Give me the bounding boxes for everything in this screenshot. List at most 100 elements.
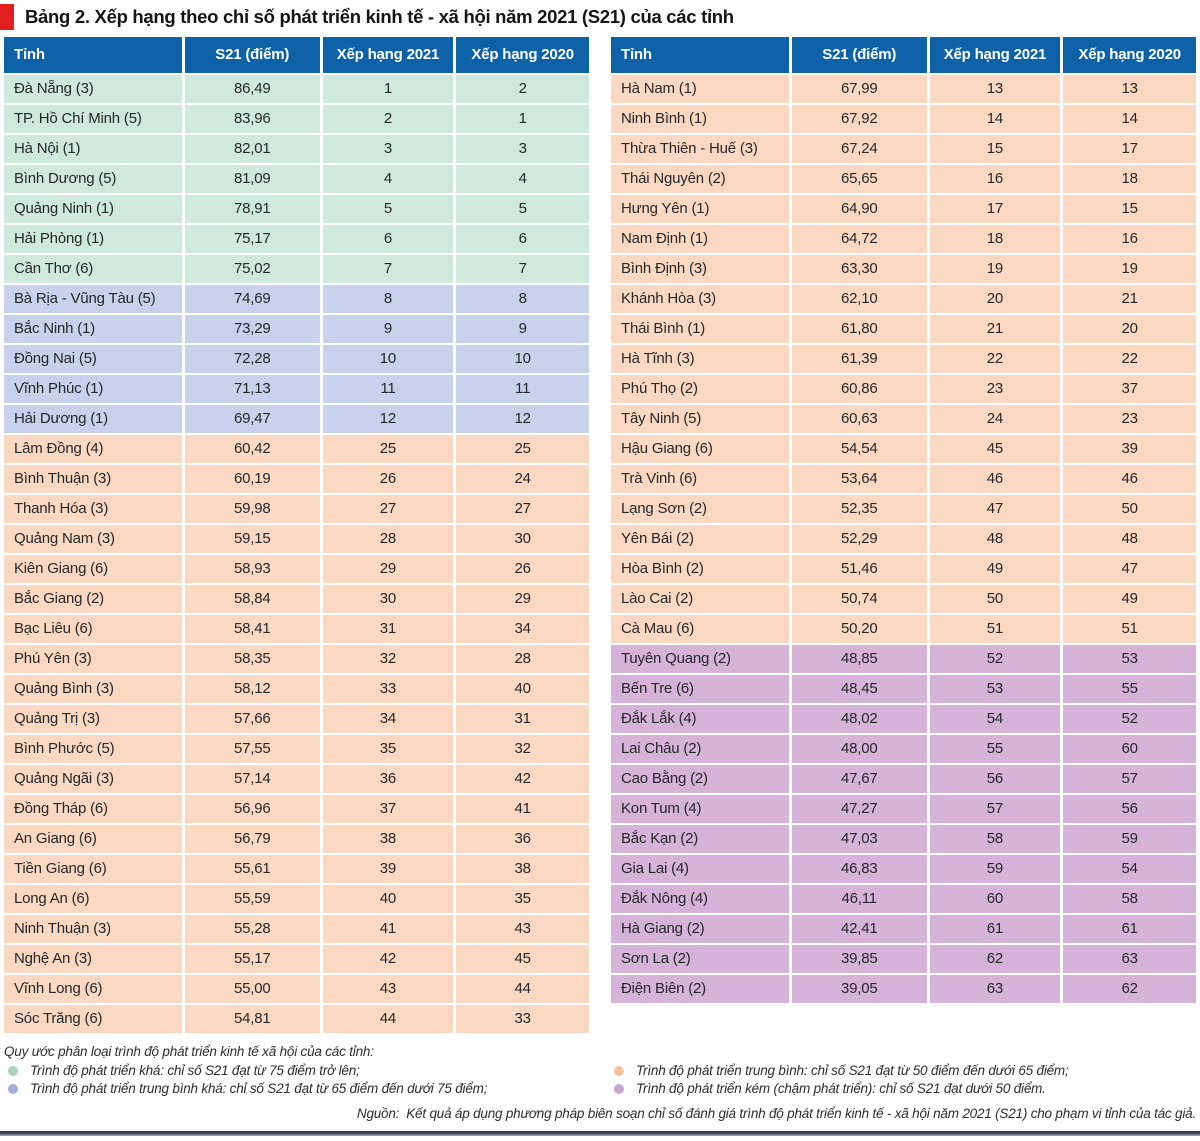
legend: Quy ước phân loại trình độ phát triển ki…	[4, 1043, 1196, 1098]
province-cell: Phú Thọ (2)	[611, 375, 789, 403]
table-row: Hà Giang (2) 42,41 61 61	[611, 915, 1196, 943]
province-cell: Bắc Giang (2)	[4, 585, 182, 613]
rank-2021-cell: 30	[322, 585, 454, 613]
table-row: Điện Biên (2) 39,05 63 62	[611, 975, 1196, 1003]
legend-item-trung-binh-kha: Trình độ phát triển trung bình khá: chỉ …	[4, 1080, 610, 1098]
s21-score-cell: 83,96	[184, 105, 320, 133]
s21-score-cell: 55,17	[184, 945, 320, 973]
legend-item-trung-binh: Trình độ phát triển trung bình: chỉ số S…	[610, 1062, 1196, 1080]
s21-score-cell: 47,27	[791, 795, 927, 823]
rank-2020-cell: 51	[1063, 615, 1196, 643]
rank-2021-cell: 14	[929, 105, 1061, 133]
province-cell: Phú Yên (3)	[4, 645, 182, 673]
s21-score-cell: 39,85	[791, 945, 927, 973]
rank-2021-cell: 47	[929, 495, 1061, 523]
s21-score-cell: 46,83	[791, 855, 927, 883]
s21-score-cell: 47,67	[791, 765, 927, 793]
province-cell: Đắk Lắk (4)	[611, 705, 789, 733]
rank-2021-cell: 61	[929, 915, 1061, 943]
province-cell: Bắc Ninh (1)	[4, 315, 182, 343]
rank-2020-cell: 42	[456, 765, 589, 793]
legend-item-label: Trình độ phát triển trung bình khá: chỉ …	[30, 1081, 488, 1096]
table-row: Lai Châu (2) 48,00 55 60	[611, 735, 1196, 763]
rank-2021-cell: 11	[322, 375, 454, 403]
province-cell: Thanh Hóa (3)	[4, 495, 182, 523]
rank-2021-cell: 49	[929, 555, 1061, 583]
rank-2020-cell: 8	[456, 285, 589, 313]
table-row: Kon Tum (4) 47,27 57 56	[611, 795, 1196, 823]
province-cell: Sóc Trăng (6)	[4, 1005, 182, 1033]
province-cell: Quảng Bình (3)	[4, 675, 182, 703]
s21-score-cell: 53,64	[791, 465, 927, 493]
table-row: Bình Dương (5) 81,09 4 4	[4, 165, 589, 193]
ranking-table-left: Tỉnh S21 (điểm) Xếp hạng 2021 Xếp hạng 2020…	[4, 37, 589, 1035]
table-row: Long An (6) 55,59 40 35	[4, 885, 589, 913]
rank-2021-cell: 27	[322, 495, 454, 523]
rank-2021-cell: 52	[929, 645, 1061, 673]
s21-score-cell: 73,29	[184, 315, 320, 343]
source-label: Nguồn:	[356, 1106, 400, 1121]
rank-2020-cell: 21	[1063, 285, 1196, 313]
province-cell: Bình Dương (5)	[4, 165, 182, 193]
rank-2021-cell: 7	[322, 255, 454, 283]
rank-2021-cell: 15	[929, 135, 1061, 163]
table-row: Nam Định (1) 64,72 18 16	[611, 225, 1196, 253]
table-row: Cao Bằng (2) 47,67 56 57	[611, 765, 1196, 793]
province-cell: Hậu Giang (6)	[611, 435, 789, 463]
rank-2020-cell: 36	[456, 825, 589, 853]
s21-score-cell: 60,63	[791, 405, 927, 433]
province-cell: Đắk Nông (4)	[611, 885, 789, 913]
rank-2021-cell: 10	[322, 345, 454, 373]
rank-2021-cell: 44	[322, 1005, 454, 1033]
column-header: S21 (điểm)	[791, 37, 927, 73]
province-cell: Cà Mau (6)	[611, 615, 789, 643]
rank-2020-cell: 22	[1063, 345, 1196, 373]
rank-2021-cell: 43	[322, 975, 454, 1003]
table-row: Yên Bái (2) 52,29 48 48	[611, 525, 1196, 553]
s21-score-cell: 58,35	[184, 645, 320, 673]
province-cell: Hà Tĩnh (3)	[611, 345, 789, 373]
source-note: Nguồn: Kết quả áp dụng phương pháp biên s…	[0, 1106, 1196, 1121]
table-row: Khánh Hòa (3) 62,10 20 21	[611, 285, 1196, 313]
s21-score-cell: 58,93	[184, 555, 320, 583]
rank-2021-cell: 26	[322, 465, 454, 493]
rank-2021-cell: 58	[929, 825, 1061, 853]
rank-2020-cell: 20	[1063, 315, 1196, 343]
rank-2021-cell: 9	[322, 315, 454, 343]
rank-2020-cell: 25	[456, 435, 589, 463]
province-cell: Vĩnh Long (6)	[4, 975, 182, 1003]
table-row: TP. Hồ Chí Minh (5) 83,96 2 1	[4, 105, 589, 133]
rank-2020-cell: 16	[1063, 225, 1196, 253]
table-row: Hải Dương (1) 69,47 12 12	[4, 405, 589, 433]
province-cell: Đồng Tháp (6)	[4, 795, 182, 823]
province-cell: Ninh Bình (1)	[611, 105, 789, 133]
rank-2021-cell: 63	[929, 975, 1061, 1003]
rank-2020-cell: 37	[1063, 375, 1196, 403]
legend-item-label: Trình độ phát triển khá: chỉ số S21 đạt …	[30, 1063, 360, 1078]
rank-2020-cell: 18	[1063, 165, 1196, 193]
province-cell: Bắc Kạn (2)	[611, 825, 789, 853]
s21-score-cell: 62,10	[791, 285, 927, 313]
rank-2020-cell: 39	[1063, 435, 1196, 463]
province-cell: Bạc Liêu (6)	[4, 615, 182, 643]
s21-score-cell: 39,05	[791, 975, 927, 1003]
rank-2020-cell: 15	[1063, 195, 1196, 223]
rank-2020-cell: 2	[456, 75, 589, 103]
table-row: Quảng Ninh (1) 78,91 5 5	[4, 195, 589, 223]
table-row: Bắc Giang (2) 58,84 30 29	[4, 585, 589, 613]
rank-2021-cell: 62	[929, 945, 1061, 973]
s21-score-cell: 50,20	[791, 615, 927, 643]
table-row: Lạng Sơn (2) 52,35 47 50	[611, 495, 1196, 523]
rank-2021-cell: 53	[929, 675, 1061, 703]
rank-2021-cell: 39	[322, 855, 454, 883]
rank-2021-cell: 35	[322, 735, 454, 763]
province-cell: Cao Bằng (2)	[611, 765, 789, 793]
column-header: Xếp hạng 2021	[929, 37, 1061, 73]
rank-2021-cell: 18	[929, 225, 1061, 253]
rank-2020-cell: 24	[456, 465, 589, 493]
rank-2021-cell: 33	[322, 675, 454, 703]
table-row: Bình Thuận (3) 60,19 26 24	[4, 465, 589, 493]
s21-score-cell: 54,54	[791, 435, 927, 463]
s21-score-cell: 57,55	[184, 735, 320, 763]
table-row: Tây Ninh (5) 60,63 24 23	[611, 405, 1196, 433]
